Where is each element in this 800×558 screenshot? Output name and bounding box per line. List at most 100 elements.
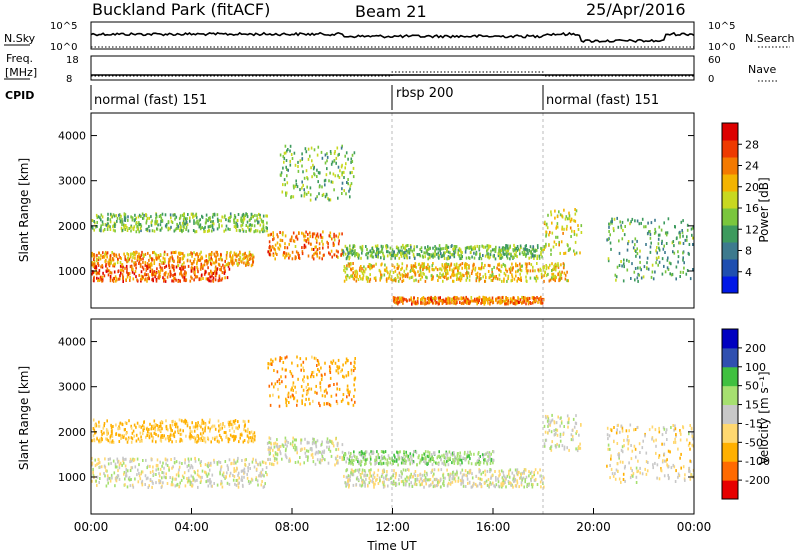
echo-cell xyxy=(325,389,327,392)
echo-cell xyxy=(202,277,204,280)
echo-cell xyxy=(307,456,309,459)
echo-cell xyxy=(425,482,427,485)
echo-cell xyxy=(332,181,334,184)
echo-cell xyxy=(185,272,187,275)
echo-cell xyxy=(508,470,510,473)
echo-cell xyxy=(129,476,131,479)
echo-cell xyxy=(576,234,578,237)
echo-cell xyxy=(373,265,375,268)
echo-cell xyxy=(260,472,262,475)
echo-cell xyxy=(308,238,310,241)
echo-cell xyxy=(452,474,454,477)
echo-cell xyxy=(636,240,638,243)
echo-cell xyxy=(301,181,303,184)
echo-cell xyxy=(200,266,202,269)
echo-cell xyxy=(424,303,426,306)
echo-cell xyxy=(279,357,281,360)
echo-cell xyxy=(170,427,172,430)
echo-cell xyxy=(174,457,176,460)
echo-cell xyxy=(500,249,502,252)
echo-cell xyxy=(256,214,258,217)
echo-cell xyxy=(297,364,299,367)
echo-cell xyxy=(305,452,307,455)
echo-cell xyxy=(261,483,263,486)
echo-cell xyxy=(472,476,474,479)
echo-cell xyxy=(218,460,220,463)
echo-cell xyxy=(318,363,320,366)
echo-cell xyxy=(136,251,138,254)
echo-cell xyxy=(155,481,157,484)
echo-cell xyxy=(555,243,557,246)
echo-cell xyxy=(283,251,285,254)
echo-cell xyxy=(553,268,555,271)
echo-cell xyxy=(200,425,202,428)
noise-left-tick-top: 10^5 xyxy=(50,21,77,32)
echo-cell xyxy=(164,266,166,269)
echo-cell xyxy=(197,275,199,278)
echo-cell xyxy=(145,253,147,256)
echo-cell xyxy=(395,279,397,282)
echo-cell xyxy=(301,152,303,155)
echo-cell xyxy=(245,214,247,217)
echo-cell xyxy=(672,250,674,253)
echo-cell xyxy=(151,486,153,489)
echo-cell xyxy=(562,226,564,229)
echo-cell xyxy=(663,245,665,248)
echo-cell xyxy=(93,253,95,256)
echo-cell xyxy=(142,480,144,483)
echo-cell xyxy=(529,297,531,300)
echo-cell xyxy=(439,268,441,271)
echo-cell xyxy=(302,170,304,173)
echo-cell xyxy=(481,473,483,476)
echo-cell xyxy=(356,483,358,486)
echo-cell xyxy=(320,458,322,461)
echo-cell xyxy=(147,217,149,220)
echo-cell xyxy=(315,452,317,455)
echo-cell xyxy=(267,362,269,365)
echo-cell xyxy=(292,394,294,397)
echo-cell xyxy=(383,254,385,257)
echo-cell xyxy=(222,486,224,489)
echo-cell xyxy=(332,161,334,164)
echo-cell xyxy=(431,268,433,271)
echo-cell xyxy=(373,486,375,489)
echo-cell xyxy=(150,478,152,481)
echo-cell xyxy=(558,243,560,246)
echo-cell xyxy=(123,436,125,439)
echo-cell xyxy=(98,481,100,484)
echo-cell xyxy=(268,441,270,444)
echo-cell xyxy=(658,256,660,259)
echo-cell xyxy=(170,216,172,219)
echo-cell xyxy=(316,234,318,237)
echo-cell xyxy=(138,438,140,441)
echo-cell xyxy=(193,229,195,232)
echo-cell xyxy=(668,217,670,220)
noise-sky-label: N.Sky xyxy=(4,32,36,45)
echo-cell xyxy=(608,257,610,260)
echo-cell xyxy=(157,468,159,471)
echo-cell xyxy=(123,462,125,465)
echo-cell xyxy=(459,255,461,258)
echo-cell xyxy=(228,219,230,222)
echo-cell xyxy=(326,402,328,405)
echo-cell xyxy=(193,215,195,218)
echo-cell xyxy=(646,261,648,264)
echo-cell xyxy=(213,276,215,279)
echo-cell xyxy=(315,198,317,201)
echo-cell xyxy=(142,261,144,264)
echo-cell xyxy=(194,471,196,474)
echo-cell xyxy=(352,271,354,274)
echo-cell xyxy=(102,223,104,226)
echo-cell xyxy=(329,403,331,406)
echo-cell xyxy=(292,437,294,440)
echo-cell xyxy=(663,221,665,224)
echo-cell xyxy=(336,383,338,386)
echo-cell xyxy=(610,242,612,245)
echo-cell xyxy=(373,250,375,253)
echo-cell xyxy=(145,264,147,267)
echo-cell xyxy=(107,474,109,477)
echo-cell xyxy=(187,253,189,256)
echo-cell xyxy=(152,437,154,440)
echo-cell xyxy=(396,483,398,486)
